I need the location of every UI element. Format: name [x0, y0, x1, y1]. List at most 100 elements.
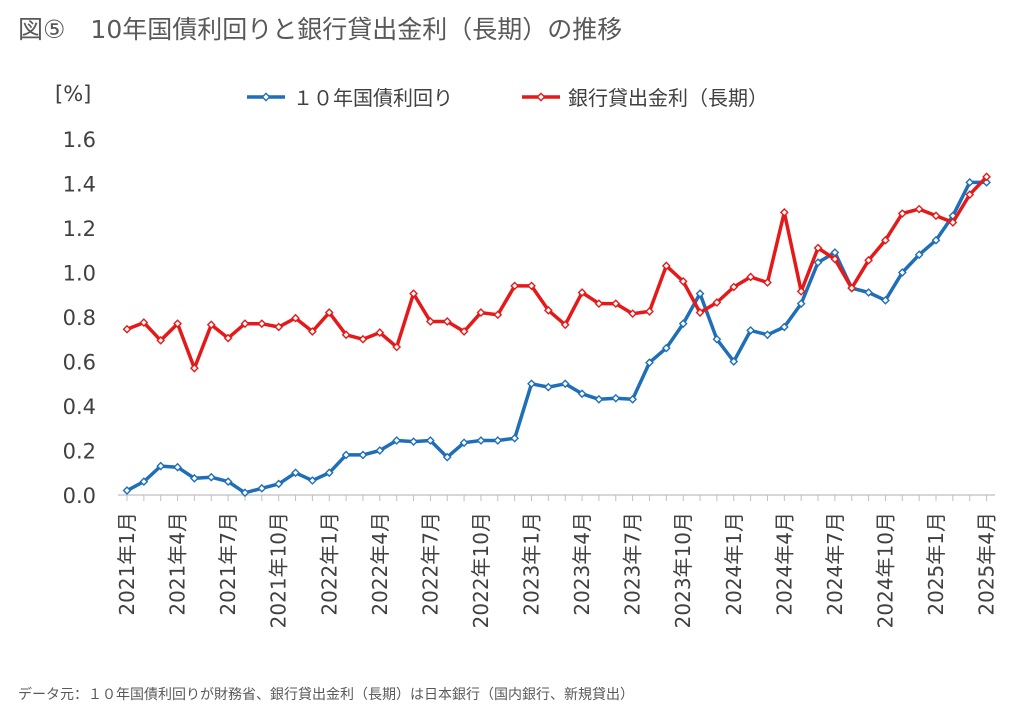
- x-tick-label: 2022年10月: [469, 512, 493, 628]
- data-point: [661, 343, 671, 353]
- legend-label: 銀行貸出金利（長期）: [568, 86, 768, 110]
- data-point: [156, 335, 166, 345]
- data-source-note: データ元：１０年国債利回りが財務省、銀行貸出金利（長期）は日本銀行（国内銀行、新…: [18, 687, 634, 703]
- data-point: [291, 468, 300, 478]
- data-point: [459, 327, 469, 336]
- data-point: [341, 330, 351, 340]
- data-point: [746, 325, 756, 335]
- data-point: [560, 320, 570, 330]
- data-point: [965, 190, 975, 200]
- x-tick-label: 2024年10月: [873, 512, 897, 628]
- data-point: [881, 235, 890, 245]
- data-point: [409, 289, 418, 299]
- data-point: [240, 488, 250, 498]
- y-tick-label: 0.8: [63, 306, 96, 330]
- data-point: [510, 281, 520, 291]
- data-point: [982, 172, 991, 182]
- data-point: [308, 476, 317, 485]
- chart-series: [122, 172, 991, 498]
- x-tick-label: 2023年1月: [520, 512, 544, 616]
- data-point: [864, 288, 873, 297]
- x-tick-label: 2025年4月: [975, 512, 999, 616]
- data-point: [190, 473, 199, 483]
- y-tick-label: 1.6: [63, 128, 96, 152]
- x-tick-label: 2024年7月: [823, 512, 847, 616]
- data-point: [594, 394, 604, 404]
- data-point: [425, 436, 435, 445]
- data-point: [139, 477, 149, 487]
- data-point: [375, 328, 385, 337]
- series-1: [122, 177, 991, 498]
- data-point: [173, 319, 182, 329]
- data-point: [324, 308, 334, 317]
- data-point: [392, 436, 402, 445]
- data-point: [358, 334, 368, 344]
- data-point: [897, 209, 907, 218]
- data-point: [139, 318, 149, 327]
- x-tick-label: 2023年7月: [621, 512, 645, 616]
- y-axis-ticks: 0.0 0.2 0.4 0.6 0.8 1.0 1.2 1.4 1.6: [63, 128, 96, 508]
- data-point: [358, 450, 368, 460]
- y-tick-label: 1.4: [63, 173, 96, 197]
- data-point: [948, 218, 958, 227]
- data-point: [881, 295, 890, 305]
- legend-marker: [536, 92, 546, 102]
- data-point: [897, 268, 907, 277]
- data-point: [661, 261, 671, 271]
- x-tick-label: 2021年1月: [115, 512, 139, 616]
- data-point: [628, 309, 638, 319]
- data-point: [965, 177, 975, 187]
- data-point: [763, 278, 772, 287]
- data-point: [493, 310, 503, 320]
- data-point: [864, 255, 873, 265]
- data-point: [729, 357, 739, 366]
- data-point: [409, 437, 418, 446]
- page-title: 図⑤ 10年国債利回りと銀行貸出金利（長期）の推移: [18, 15, 623, 44]
- data-point: [931, 235, 941, 245]
- data-point: [274, 322, 284, 332]
- x-tick-label: 2022年4月: [368, 512, 392, 616]
- x-tick-label: 2021年7月: [216, 512, 240, 616]
- data-point: [510, 433, 520, 443]
- data-point: [847, 283, 857, 293]
- x-tick-label: 2024年4月: [772, 512, 796, 616]
- data-point: [796, 287, 806, 296]
- data-point: [695, 308, 705, 317]
- data-point: [392, 342, 402, 352]
- data-point: [628, 394, 638, 404]
- data-point: [594, 299, 604, 309]
- data-point: [712, 334, 722, 344]
- x-tick-label: 2024年1月: [722, 512, 746, 616]
- data-point: [240, 319, 250, 329]
- data-point: [611, 393, 621, 403]
- x-tick-label: 2021年10月: [267, 512, 291, 628]
- series-line: [126, 180, 987, 495]
- data-point: [425, 317, 435, 326]
- data-point: [543, 305, 553, 315]
- legend-item: 銀行貸出金利（長期）: [522, 86, 768, 110]
- data-point: [341, 450, 351, 460]
- y-tick-label: 0.0: [63, 484, 96, 508]
- data-point: [779, 208, 789, 217]
- data-point: [190, 363, 199, 373]
- data-point: [375, 446, 385, 455]
- data-point: [493, 436, 503, 445]
- x-tick-label: 2022年7月: [418, 512, 442, 616]
- data-point: [813, 258, 823, 267]
- data-point: [527, 379, 536, 389]
- x-tick-label: 2023年10月: [671, 512, 695, 628]
- data-point: [257, 319, 267, 329]
- data-point: [476, 436, 486, 445]
- y-tick-label: 1.0: [63, 262, 96, 286]
- data-point: [712, 298, 722, 307]
- y-tick-label: 0.2: [63, 440, 96, 464]
- data-point: [645, 358, 654, 368]
- data-point: [206, 472, 216, 482]
- data-point: [527, 281, 536, 291]
- y-tick-label: 1.2: [63, 217, 96, 241]
- data-point: [611, 299, 621, 309]
- legend-marker: [261, 92, 271, 102]
- data-point: [695, 289, 705, 299]
- data-point: [308, 327, 317, 336]
